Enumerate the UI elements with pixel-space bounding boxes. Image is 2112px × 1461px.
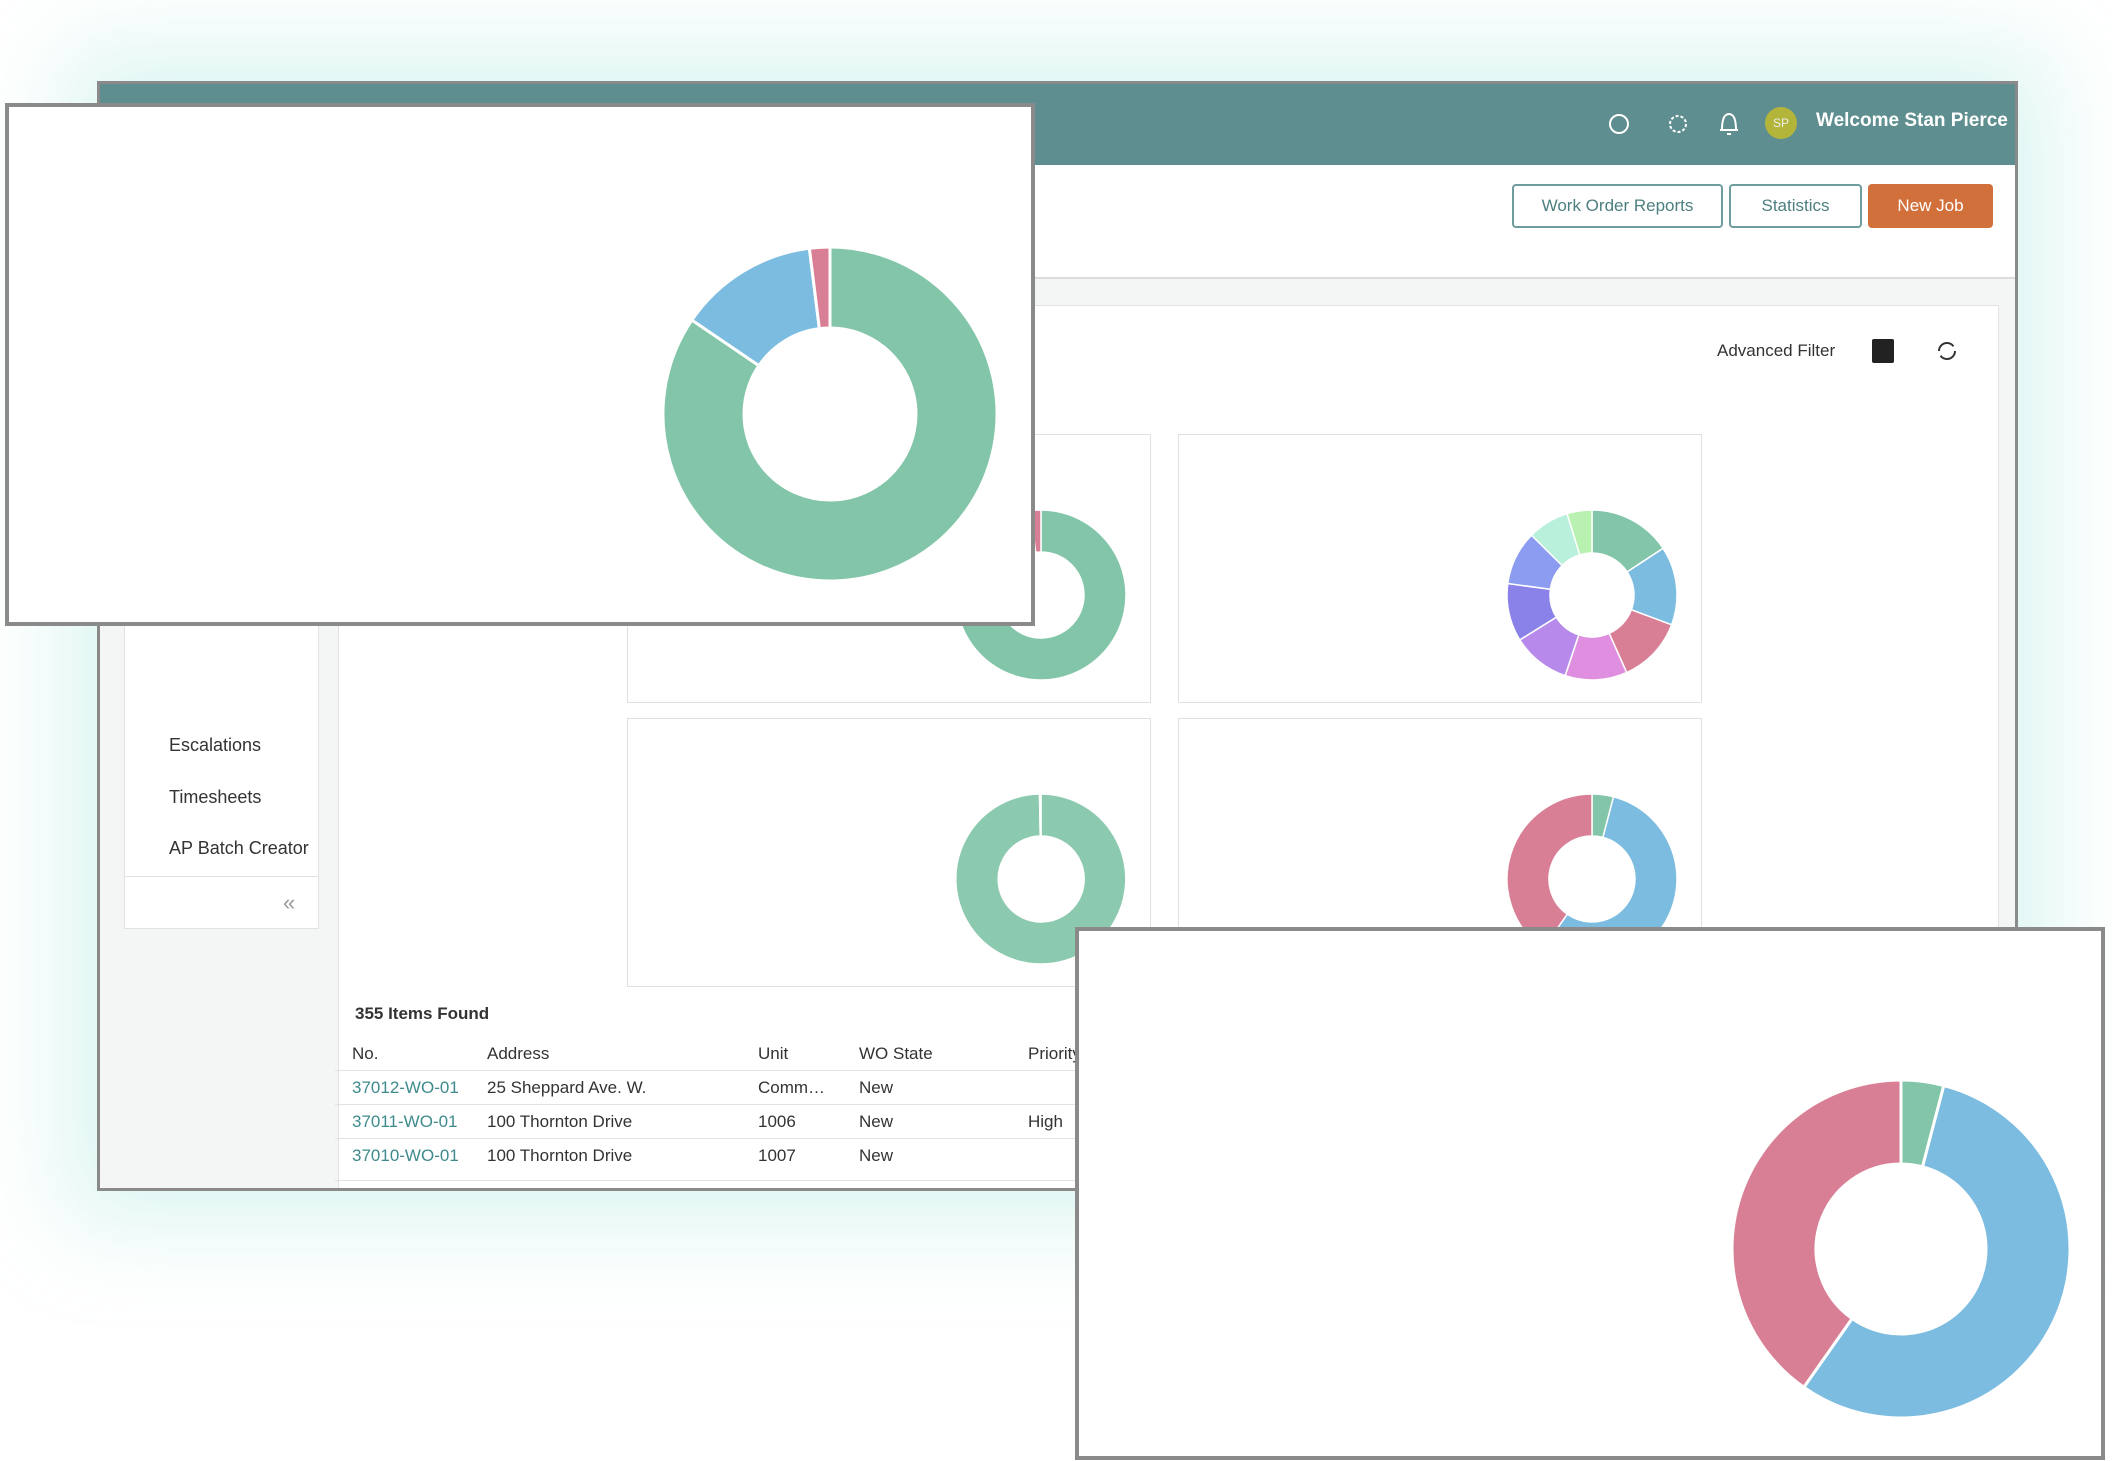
sidebar-item[interactable]: Timesheets: [169, 787, 262, 807]
row-divider: [335, 1104, 1075, 1105]
table-cell[interactable]: 37010-WO-01: [352, 1146, 459, 1165]
table-cell: 100 Thornton Drive: [487, 1146, 633, 1165]
requires-attention-chart: [1079, 931, 2101, 1456]
donut-slice: [1038, 793, 1042, 837]
work-order-table: 355 Items Found No. Address Unit WO State Pri…: [335, 1000, 1081, 1181]
avatar[interactable]: SP: [1765, 107, 1797, 139]
column-header: Address: [487, 1044, 550, 1063]
collapse-button[interactable]: «: [283, 890, 296, 915]
requires-attention-zoom: [1075, 927, 2105, 1460]
priority-zoom: [5, 103, 1035, 626]
chart: [1506, 509, 1678, 681]
job-user-state-card: [627, 718, 1151, 987]
advanced-filter[interactable]: Advanced Filter: [1717, 341, 1836, 360]
priority-chart: [9, 107, 1031, 622]
technician-card: [1178, 434, 1702, 703]
chart: [1730, 1078, 2072, 1420]
header-icons: [1609, 114, 1687, 134]
statistics-button[interactable]: Statistics: [1729, 184, 1862, 228]
chart: [661, 245, 999, 583]
row-divider: [335, 1138, 1075, 1139]
sidebar-item[interactable]: AP Batch Creator: [169, 838, 309, 858]
donut-slice: [1730, 1078, 1903, 1390]
welcome-text: Welcome Stan Pierce: [1816, 110, 2008, 131]
sidebar: Escalations Timesheets AP Batch Creator …: [124, 584, 319, 929]
table-cell: 100 Thornton Drive: [487, 1112, 633, 1131]
divider: [125, 876, 318, 877]
item-count: 355 Items Found: [355, 1004, 490, 1023]
column-header: Unit: [758, 1044, 789, 1063]
table-cell: New: [859, 1112, 894, 1131]
table-cell: 25 Sheppard Ave. W.: [487, 1078, 647, 1097]
table-cell: New: [859, 1146, 894, 1165]
chart: [955, 793, 1127, 965]
donut-slice: [955, 793, 1127, 965]
column-header: Priority: [1028, 1044, 1081, 1063]
row-divider: [335, 1070, 1075, 1071]
excel-icon[interactable]: [1872, 339, 1894, 363]
donut-slice: [1506, 793, 1593, 950]
work-order-reports-button[interactable]: Work Order Reports: [1512, 184, 1723, 228]
table-cell: 1007: [758, 1146, 796, 1165]
bell-icon[interactable]: [1714, 102, 1744, 146]
table-cell: New: [859, 1078, 894, 1097]
donut-slice: [807, 245, 832, 331]
table-cell: 1006: [758, 1112, 796, 1131]
donut-slice: [1801, 1083, 2072, 1420]
table-cell: High: [1028, 1112, 1063, 1131]
refresh-icon[interactable]: [1934, 338, 1960, 364]
table-cell[interactable]: 37011-WO-01: [352, 1112, 458, 1131]
new-job-button[interactable]: New Job: [1868, 184, 1993, 228]
sidebar-item[interactable]: Escalations: [169, 735, 262, 755]
table-cell[interactable]: 37012-WO-01: [352, 1078, 459, 1097]
column-header: No.: [352, 1044, 379, 1063]
table-bottom: [335, 1180, 1075, 1181]
column-header: WO State: [859, 1044, 933, 1063]
table-cell: Comm…: [758, 1078, 826, 1097]
donut-slice: [661, 245, 999, 583]
donut-slice: [1566, 509, 1593, 556]
